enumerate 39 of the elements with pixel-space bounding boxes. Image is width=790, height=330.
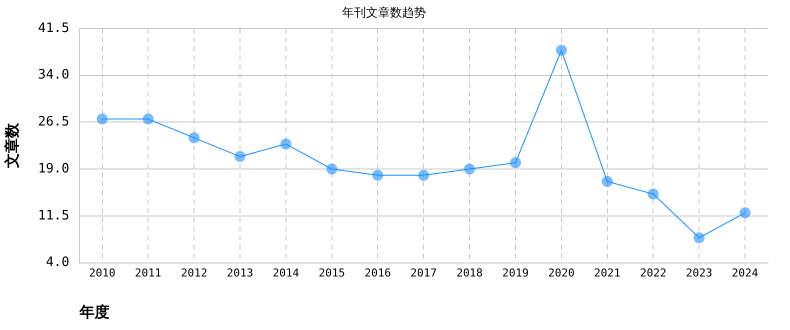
point xyxy=(694,232,705,244)
x-tick-label: 2019 xyxy=(502,266,529,280)
point xyxy=(418,170,430,181)
point xyxy=(96,114,108,125)
y-axis-title: 文章数 xyxy=(2,122,21,170)
point xyxy=(510,157,521,168)
point xyxy=(372,170,384,181)
x-axis-title: 年度 xyxy=(78,302,110,321)
x-tick-label: 2020 xyxy=(548,266,575,280)
y-tick-label: 4.0 xyxy=(46,255,70,270)
x-tick-label: 2013 xyxy=(226,266,254,280)
chart-title: 年刊文章数趋势 xyxy=(342,5,426,20)
point xyxy=(648,188,659,200)
x-tick-label: 2017 xyxy=(410,266,437,280)
x-tick-label: 2022 xyxy=(640,266,666,280)
x-tick-label: 2023 xyxy=(686,266,712,280)
y-tick-label: 11.5 xyxy=(38,208,70,224)
point xyxy=(234,151,246,162)
point xyxy=(326,164,338,175)
x-tick-label: 2014 xyxy=(272,266,300,280)
x-tick-label: 2011 xyxy=(134,266,162,280)
x-tick-label: 2010 xyxy=(89,266,116,280)
y-tick-label: 34.0 xyxy=(38,68,70,83)
point xyxy=(740,207,751,218)
y-tick-label: 41.5 xyxy=(38,20,70,36)
point xyxy=(280,138,292,150)
x-tick-label: 2012 xyxy=(180,266,208,280)
point xyxy=(556,44,567,56)
point xyxy=(188,132,200,144)
point xyxy=(464,164,476,175)
x-tick-label: 2018 xyxy=(456,266,483,280)
x-tick-label: 2021 xyxy=(594,266,621,280)
y-tick-label: 26.5 xyxy=(38,114,70,130)
y-tick-label: 19.0 xyxy=(38,161,70,176)
x-tick-label: 2024 xyxy=(732,266,759,280)
x-tick-label: 2015 xyxy=(318,266,346,280)
point xyxy=(602,176,613,188)
point xyxy=(142,114,154,125)
x-tick-label: 2016 xyxy=(364,266,391,280)
